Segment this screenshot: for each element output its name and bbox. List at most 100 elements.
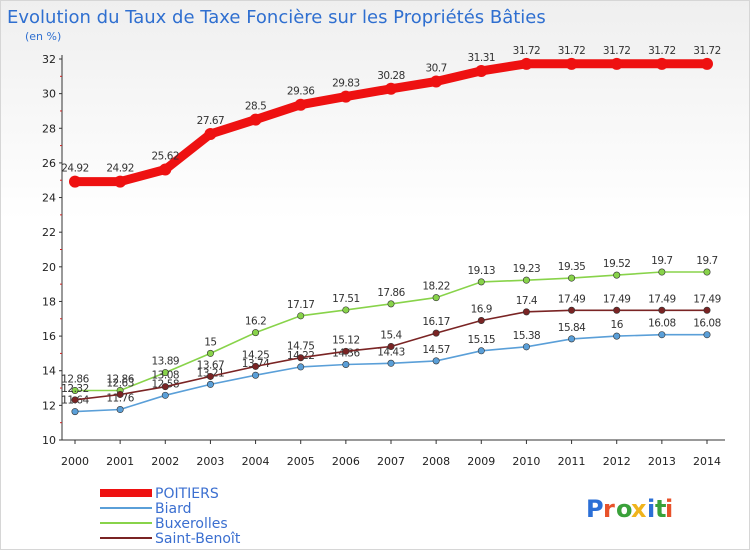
data-point (703, 331, 711, 339)
data-label: 29.83 (332, 78, 360, 90)
data-point (568, 335, 576, 343)
x-tick-label: 2003 (196, 455, 224, 468)
data-point (432, 329, 440, 337)
series-poitiers: 24.92 24.92 25.62 27.67 28.5 29.36 29.83 30.28 3… (61, 45, 721, 188)
data-label: 27.67 (197, 115, 225, 127)
logo-letter: x (631, 495, 647, 523)
data-label: 17.4 (516, 295, 538, 307)
data-label: 17.86 (377, 287, 405, 299)
data-point (342, 347, 350, 355)
x-tick-label: 2000 (61, 455, 89, 468)
data-point (294, 98, 307, 111)
logo-letter: i (665, 495, 673, 523)
data-label: 17.49 (648, 293, 676, 305)
data-label: 16.9 (471, 304, 492, 316)
x-tick-label: 2009 (467, 455, 495, 468)
data-point (387, 300, 395, 308)
data-point (252, 362, 260, 370)
x-tick-label: 2013 (648, 455, 676, 468)
data-label: 16.2 (245, 316, 266, 328)
logo-letter: o (616, 495, 633, 523)
data-point (658, 268, 666, 276)
data-point (114, 175, 127, 188)
data-point (71, 386, 79, 394)
data-point (610, 57, 623, 70)
data-label: 14.75 (287, 341, 315, 353)
data-point (249, 113, 262, 126)
data-label: 19.13 (468, 265, 496, 277)
data-point (387, 359, 395, 367)
logo-letter: i (647, 495, 655, 523)
data-point (658, 306, 666, 314)
legend-item: Saint-Benoît (100, 531, 241, 547)
data-label: 13.08 (152, 370, 180, 382)
data-label: 13.67 (197, 359, 225, 371)
data-point (568, 274, 576, 282)
data-point (342, 306, 350, 314)
x-tick-label: 2008 (422, 455, 450, 468)
data-point (69, 175, 81, 188)
y-tick-label: 14 (42, 365, 56, 378)
legend-label: POITIERS (155, 486, 219, 502)
logo-letter: r (603, 495, 615, 523)
data-point (206, 372, 214, 380)
data-point (701, 57, 713, 70)
data-point (658, 331, 666, 339)
data-label: 31.72 (558, 45, 586, 57)
data-point (116, 406, 124, 414)
data-point (159, 163, 172, 176)
y-tick-label: 18 (42, 295, 56, 308)
data-point (161, 369, 169, 377)
data-point (71, 408, 79, 416)
data-point (703, 306, 711, 314)
data-label: 19.23 (513, 263, 541, 275)
logo-letter: t (655, 495, 666, 523)
x-tick-label: 2004 (242, 455, 270, 468)
data-label: 12.86 (61, 373, 89, 385)
data-label: 31.72 (603, 45, 631, 57)
chart-subtitle: (en %) (25, 30, 61, 43)
data-label: 17.51 (332, 293, 360, 305)
data-label: 31.72 (693, 45, 721, 57)
data-label: 24.92 (61, 163, 89, 175)
y-tick-label: 20 (42, 261, 56, 274)
data-point (116, 390, 124, 398)
data-label: 31.72 (648, 45, 676, 57)
data-point (613, 271, 621, 279)
x-tick-label: 2001 (106, 455, 134, 468)
data-point (204, 127, 217, 140)
data-point (206, 349, 214, 357)
data-point (252, 329, 260, 337)
x-tick-label: 2011 (558, 455, 586, 468)
data-point (613, 306, 621, 314)
x-tick-label: 2002 (151, 455, 179, 468)
data-label: 14.25 (242, 349, 270, 361)
data-point (522, 276, 530, 284)
x-tick-label: 2012 (603, 455, 631, 468)
data-label: 25.62 (152, 150, 180, 162)
data-point (568, 306, 576, 314)
data-label: 13.89 (152, 356, 180, 368)
x-tick-label: 2007 (377, 455, 405, 468)
data-label: 15 (204, 336, 216, 348)
x-tick-label: 2006 (332, 455, 360, 468)
data-label: 15.38 (513, 330, 541, 342)
x-tick-label: 2014 (693, 455, 721, 468)
data-point (475, 64, 488, 77)
series-saint-beno-t: 12.32 12.63 13.08 13.67 14.25 14.75 15.12 15.4 1… (61, 293, 721, 404)
data-label: 16 (611, 319, 624, 331)
data-point (161, 383, 169, 391)
data-point (477, 278, 485, 286)
data-label: 17.17 (287, 299, 315, 311)
axes: 10 12 14 16 18 20 22 24 26 28 30 32 2000 2001 2002 2003… (42, 53, 725, 468)
data-point (655, 57, 668, 70)
data-point (522, 343, 530, 351)
data-point (432, 294, 440, 302)
y-tick-label: 10 (42, 434, 56, 447)
data-label: 24.92 (106, 163, 134, 175)
data-label: 15.84 (558, 322, 586, 334)
y-tick-label: 22 (42, 226, 56, 239)
